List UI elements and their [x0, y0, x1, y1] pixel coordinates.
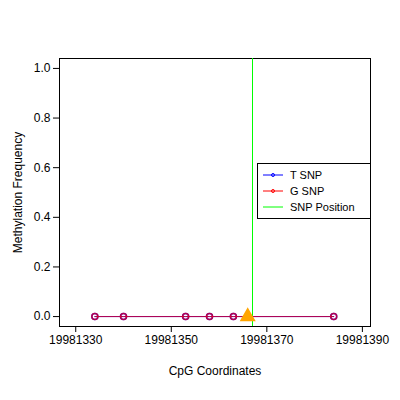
- svg-text:19981390: 19981390: [336, 333, 390, 347]
- svg-text:0.0: 0.0: [34, 309, 51, 323]
- svg-text:Methylation Frequency: Methylation Frequency: [11, 132, 25, 253]
- svg-text:19981330: 19981330: [49, 333, 103, 347]
- svg-text:0.6: 0.6: [34, 161, 51, 175]
- html-text:G SNP: G SNP: [290, 185, 325, 197]
- svg-text:19981370: 19981370: [240, 333, 294, 347]
- svg-text:CpG Coordinates: CpG Coordinates: [169, 364, 262, 378]
- svg-text:0.4: 0.4: [34, 210, 51, 224]
- html-text:T SNP: T SNP: [290, 169, 323, 181]
- html-text:SNP Position: SNP Position: [290, 201, 355, 213]
- svg-text:0.2: 0.2: [34, 260, 51, 274]
- svg-text:0.8: 0.8: [34, 111, 51, 125]
- svg-text:1.0: 1.0: [34, 61, 51, 75]
- svg-text:19981350: 19981350: [145, 333, 199, 347]
